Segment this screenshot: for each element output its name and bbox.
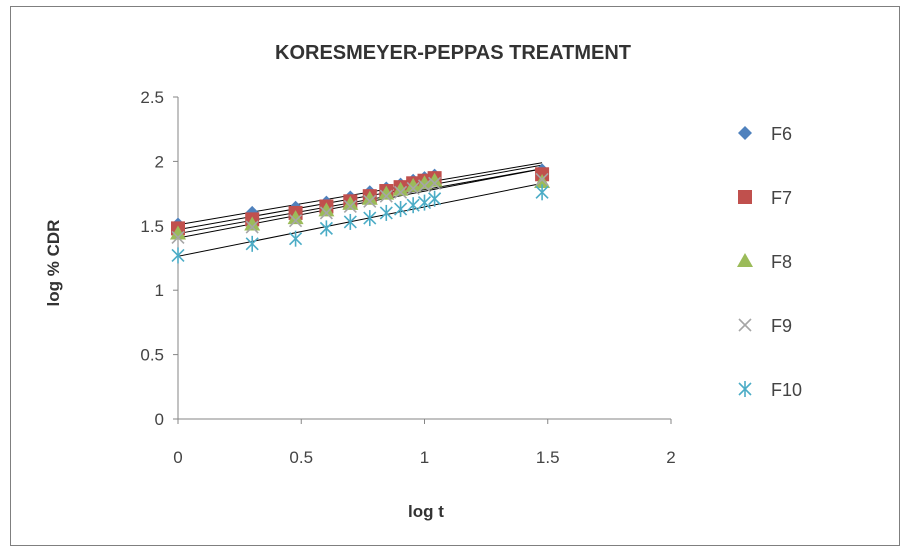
point-f10	[289, 230, 303, 247]
x-tick-label: 2	[666, 448, 675, 467]
y-tick-label: 0.5	[140, 346, 164, 365]
point-f10	[319, 220, 333, 237]
point-f8	[342, 195, 359, 210]
trendline-f9	[177, 168, 543, 239]
point-f9	[394, 185, 408, 199]
legend-marker-f7	[738, 190, 752, 204]
trendline-f10	[177, 182, 543, 257]
point-f9	[535, 172, 549, 186]
point-f8	[287, 210, 304, 225]
point-f10	[428, 190, 442, 207]
point-f9	[319, 206, 333, 220]
legend-label-f7: F7	[771, 188, 792, 208]
trendlines	[177, 162, 543, 257]
point-f9	[363, 194, 377, 208]
point-f9	[428, 176, 442, 190]
point-f8	[318, 202, 335, 217]
point-f9	[245, 220, 259, 234]
x-tick-label: 1	[420, 448, 429, 467]
point-f8	[426, 172, 443, 187]
point-f8	[244, 216, 261, 231]
trendline-f7	[177, 164, 543, 231]
point-f10	[417, 194, 432, 211]
plot-area: 0 0.5 1 1.5 2 2.5 0 0.5 1 1.5 2	[140, 88, 675, 467]
chart-frame: KORESMEYER-PEPPAS TREATMENT 0 0.5 1 1.5 2 2.5…	[10, 6, 900, 546]
point-f8	[378, 185, 395, 200]
legend-marker-f10	[738, 381, 752, 397]
point-f10	[406, 197, 420, 214]
point-f10	[535, 184, 549, 201]
legend-label-f8: F8	[771, 252, 792, 272]
point-f9	[417, 179, 432, 193]
point-f9	[379, 189, 393, 203]
y-axis-title: log % CDR	[44, 220, 63, 307]
point-f10	[394, 201, 408, 218]
point-f9	[343, 199, 357, 214]
point-f9	[289, 214, 303, 228]
legend-label-f9: F9	[771, 316, 792, 336]
trendline-f6	[177, 162, 543, 226]
x-axis-title: log t	[408, 502, 444, 521]
point-f10	[363, 210, 377, 227]
y-tick-label: 1.5	[140, 217, 164, 236]
x-tick-label: 1.5	[536, 448, 560, 467]
point-f10	[245, 235, 259, 252]
legend-marker-f9	[738, 318, 752, 332]
x-tick-label: 0	[173, 448, 182, 467]
point-f10	[343, 213, 357, 230]
y-tick-label: 0	[155, 410, 164, 429]
trendline-f8	[177, 168, 543, 235]
legend-marker-f8	[737, 253, 753, 267]
point-f8	[170, 225, 186, 240]
point-f10	[379, 204, 393, 221]
y-tick-label: 2.5	[140, 88, 164, 107]
x-tick-label: 0.5	[289, 448, 313, 467]
point-f8	[361, 190, 378, 205]
point-f8	[392, 181, 409, 196]
point-f10	[171, 247, 185, 264]
legend-label-f6: F6	[771, 124, 792, 144]
legend-marker-f6	[738, 126, 752, 140]
chart: KORESMEYER-PEPPAS TREATMENT 0 0.5 1 1.5 2 2.5…	[44, 42, 802, 521]
y-tick-label: 2	[155, 152, 164, 171]
point-f9	[406, 181, 420, 196]
data-points	[170, 163, 551, 264]
point-f9	[171, 230, 185, 244]
legend-label-f10: F10	[771, 380, 802, 400]
y-tick-label: 1	[155, 281, 164, 300]
chart-title: KORESMEYER-PEPPAS TREATMENT	[275, 42, 631, 64]
legend: F6 F7 F8 F9 F10	[737, 124, 802, 400]
